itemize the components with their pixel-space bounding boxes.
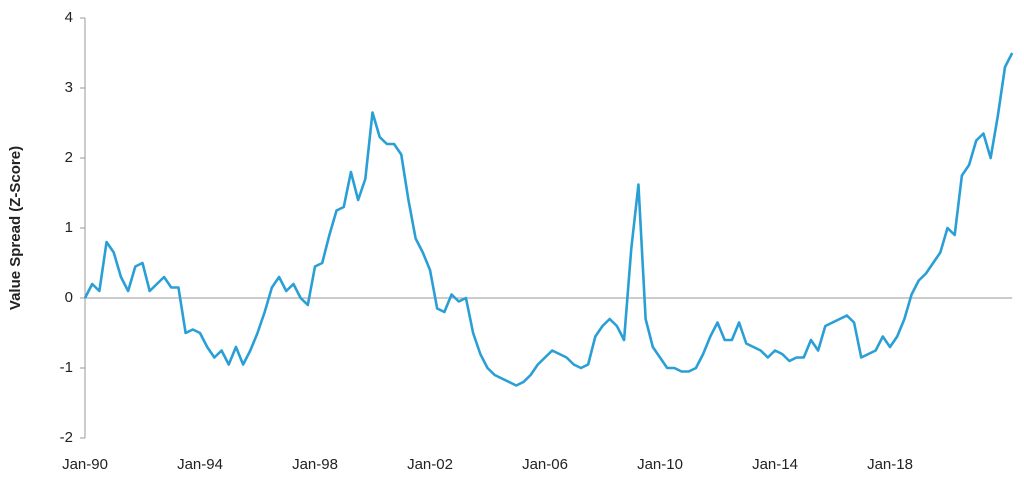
x-tick-label: Jan-06 [522,456,568,473]
x-tick-label: Jan-90 [62,456,108,473]
x-tick-label: Jan-10 [637,456,683,473]
y-tick-label: -2 [60,429,73,446]
x-tick-label: Jan-98 [292,456,338,473]
y-axis-label: Value Spread (Z-Score) [7,146,24,310]
y-tick-label: 3 [65,79,73,96]
line-series [83,52,1014,387]
y-tick-label: 2 [65,149,73,166]
x-tick-label: Jan-02 [407,456,453,473]
y-tick-label: 1 [65,219,73,236]
y-tick-label: 0 [65,289,73,306]
y-tick-label: 4 [65,9,73,26]
y-tick-label: -1 [60,359,73,376]
x-tick-label: Jan-14 [752,456,798,473]
x-tick-label: Jan-94 [177,456,223,473]
x-tick-label: Jan-18 [867,456,913,473]
